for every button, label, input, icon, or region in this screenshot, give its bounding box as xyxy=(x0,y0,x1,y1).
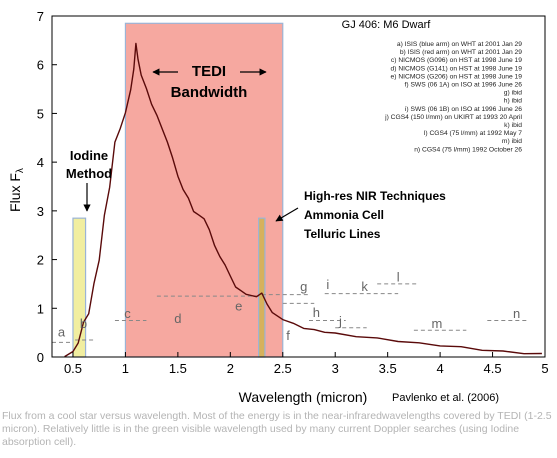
y-tick-label-7: 7 xyxy=(37,9,44,24)
segment-label-j: j xyxy=(338,313,342,328)
segment-label-b: b xyxy=(80,316,87,331)
y-tick-label-0: 0 xyxy=(37,350,44,365)
segment-label-a: a xyxy=(58,325,66,340)
x-tick-label-3: 2 xyxy=(227,361,234,376)
x-tick-label-2: 1.5 xyxy=(169,361,187,376)
segment-label-c: c xyxy=(124,306,131,321)
segment-label-h: h xyxy=(313,305,320,320)
segment-label-f: f xyxy=(286,328,290,343)
legend-entry-11: l) CGS4 (75 l/mm) at 1992 May 7 xyxy=(424,130,522,137)
segment-label-l: l xyxy=(397,269,400,284)
x-tick-label-9: 5 xyxy=(541,361,548,376)
band-nir xyxy=(258,217,266,358)
y-tick-label-1: 1 xyxy=(37,301,44,316)
tedi-label-line2: Bandwidth xyxy=(171,84,248,101)
x-tick-label-0: 0.5 xyxy=(64,361,82,376)
tedi-label-line1: TEDI xyxy=(192,63,226,80)
legend-entry-13: n) CGS4 (75 l/mm) 1992 October 26 xyxy=(414,146,522,153)
iodine-annotation: Iodine Method xyxy=(66,148,112,212)
y-tick-label-2: 2 xyxy=(37,253,44,268)
legend-entry-5: f) SWS (06 1A) on ISO at 1996 June 26 xyxy=(405,82,523,89)
point-labels-layer: ab c d e f ghi j k l m n xyxy=(58,269,520,342)
nir-arrow xyxy=(275,207,299,222)
segment-label-n: n xyxy=(513,306,520,321)
segment-label-m: m xyxy=(432,316,443,331)
x-tick-label-7: 4 xyxy=(436,361,443,376)
segment-label-e: e xyxy=(235,299,242,314)
iodine-label-line2: Method xyxy=(66,166,112,181)
y-tick-label-6: 6 xyxy=(37,58,44,73)
x-axis-label: Wavelength (micron) xyxy=(239,389,368,405)
legend-entry-0: a) ISIS (blue arm) on WHT at 2001 Jan 29 xyxy=(397,41,522,48)
segment-label-g: g xyxy=(300,279,307,294)
ticks-layer: 0.5 1 1.5 2 2.5 3 3.5 4 4.5 5 0 1 2 3 4 5 6 7 xyxy=(37,9,549,376)
legend-entry-1: b) ISIS (red arm) on WHT at 2001 Jan 29 xyxy=(400,49,522,56)
nir-label-line1: High-res NIR Techniques xyxy=(304,189,446,203)
legend-entry-3: d) NICMOS (G141) on HST at 1998 June 19 xyxy=(391,65,523,72)
legend-entry-8: i) SWS (06 1B) on ISO at 1996 June 26 xyxy=(405,106,522,113)
segments-layer xyxy=(52,283,530,343)
chart-title: GJ 406: M6 Dwarf xyxy=(342,19,432,31)
flux-series-line xyxy=(64,42,542,358)
legend-entry-9: j) CGS4 (150 l/mm) on UKIRT at 1993 20 A… xyxy=(384,114,522,121)
citation: Pavlenko et al. (2006) xyxy=(392,392,500,404)
segment-label-d: d xyxy=(174,311,181,326)
y-tick-label-5: 5 xyxy=(37,106,44,121)
legend-entries: a) ISIS (blue arm) on WHT at 2001 Jan 29… xyxy=(384,41,522,153)
x-tick-label-1: 1 xyxy=(122,361,129,376)
figure-caption: Flux from a cool star versus wavelength.… xyxy=(2,410,552,448)
nir-annotation: High-res NIR Techniques Ammonia Cell Tel… xyxy=(275,189,446,241)
x-tick-label-8: 4.5 xyxy=(484,361,502,376)
iodine-label-line1: Iodine xyxy=(70,148,108,163)
segment-label-k: k xyxy=(361,279,368,294)
x-tick-label-6: 3.5 xyxy=(379,361,397,376)
nir-label-line2: Ammonia Cell xyxy=(304,208,384,222)
tedi-annotation: TEDI Bandwidth xyxy=(152,63,267,101)
nir-label-line3: Telluric Lines xyxy=(304,227,381,241)
legend-entry-7: h) ibid xyxy=(504,98,522,105)
segment-label-i: i xyxy=(326,277,329,292)
flux-chart: 0.5 1 1.5 2 2.5 3 3.5 4 4.5 5 0 1 2 3 4 5 6 7 ab c d e f ghi j k… xyxy=(7,9,549,405)
plot-frame xyxy=(51,15,546,358)
bands-layer xyxy=(72,22,284,358)
x-tick-label-4: 2.5 xyxy=(274,361,292,376)
series-layer xyxy=(64,42,542,358)
legend-entry-2: c) NICMOS (G096) on HST at 1998 June 19 xyxy=(391,57,522,64)
legend-entry-10: k) ibid xyxy=(504,122,522,129)
band-tedi xyxy=(124,22,284,358)
y-tick-label-3: 3 xyxy=(37,204,44,219)
y-tick-label-4: 4 xyxy=(37,155,44,170)
x-tick-label-5: 3 xyxy=(332,361,339,376)
legend-entry-12: m) ibid xyxy=(502,138,522,145)
y-axis-label: Flux Fλ xyxy=(7,168,26,212)
legend-entry-4: e) NICMOS (G206) on HST at 1998 June 19 xyxy=(391,73,523,80)
legend-entry-6: g) ibid xyxy=(504,90,522,97)
